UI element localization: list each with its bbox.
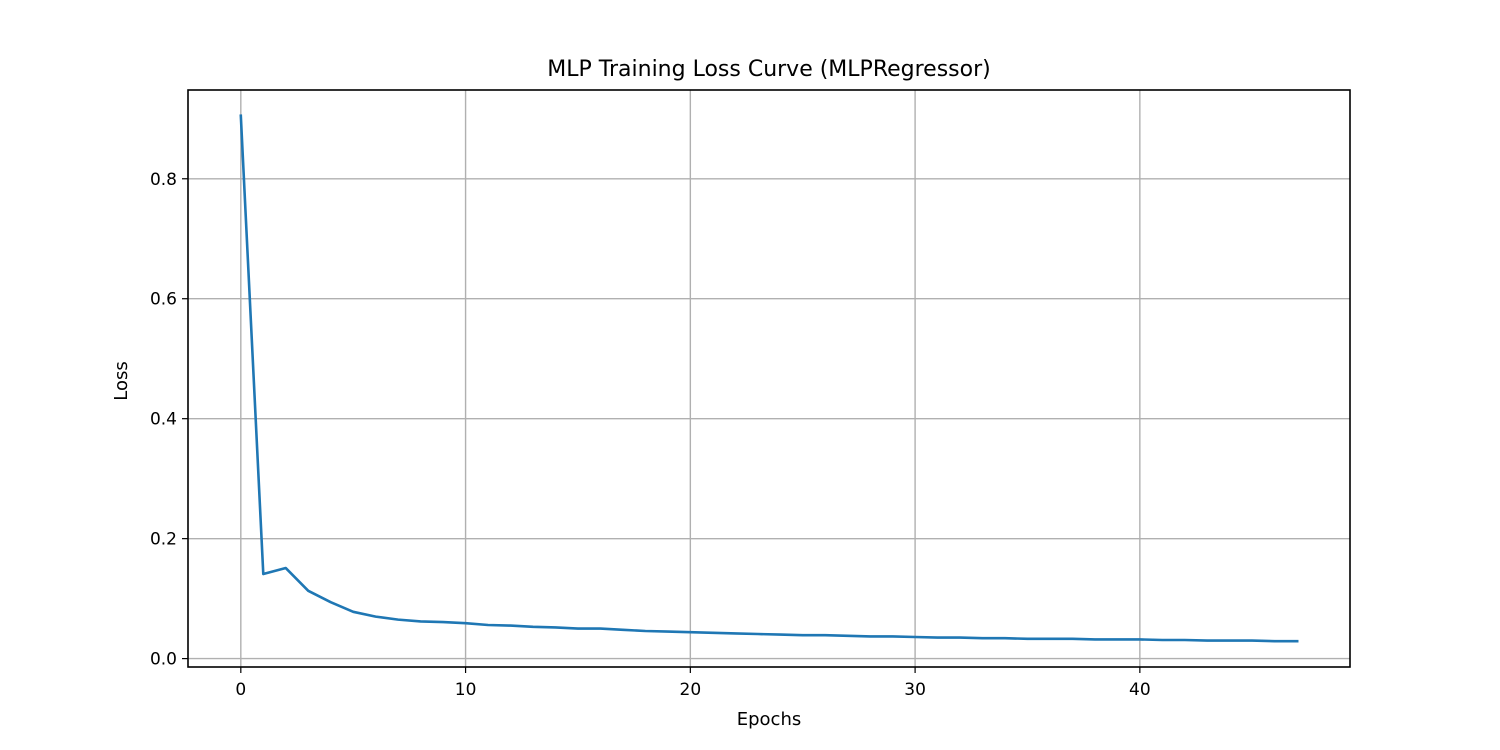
ticks: 0 10 20 30 40 0.0 0.2 0.4 0.6 0.8 xyxy=(150,170,1151,700)
y-axis-label: Loss xyxy=(111,361,132,400)
x-tick-label: 30 xyxy=(904,680,926,700)
y-tick-label: 0.8 xyxy=(150,170,177,190)
x-tick-label: 10 xyxy=(455,680,477,700)
plot-frame xyxy=(187,89,1351,668)
chart-title: MLP Training Loss Curve (MLPRegressor) xyxy=(547,57,990,82)
series-layer xyxy=(239,114,1299,643)
y-tick-label: 0.2 xyxy=(150,530,177,550)
x-tick-label: 0 xyxy=(235,680,246,700)
y-tick-label: 0.6 xyxy=(150,290,177,310)
y-tick-label: 0.0 xyxy=(150,650,177,670)
x-tick-label: 40 xyxy=(1129,680,1151,700)
x-tick-label: 20 xyxy=(680,680,702,700)
y-tick-label: 0.4 xyxy=(150,410,177,430)
loss-series-line xyxy=(239,114,1299,643)
grid xyxy=(188,90,1350,667)
x-axis-label: Epochs xyxy=(737,709,802,730)
